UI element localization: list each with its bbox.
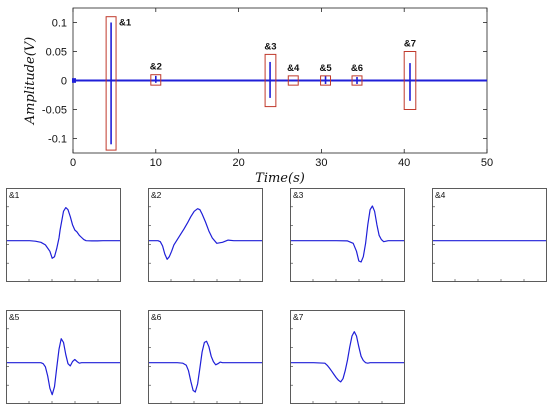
y-tick-label: 0.1 [52, 18, 67, 30]
waveform-line [149, 208, 262, 260]
panel-label: &6 [151, 312, 162, 322]
main-chart: 0 10 20 30 40 50 -0.1 -0.05 0 0.05 0.1 Time(s) Ampli… [23, 7, 493, 185]
event-box [351, 75, 363, 86]
panel-frame [6, 188, 121, 282]
panel-2: &2 [148, 188, 263, 292]
panel-1: &1 [6, 188, 121, 292]
event-label: &6 [351, 63, 363, 74]
panel-7: &7 [290, 310, 405, 414]
event-box [264, 53, 277, 108]
waveform-line [291, 205, 404, 263]
panel-4: &4 [432, 188, 547, 292]
event-box [150, 74, 162, 86]
panel-label: &4 [435, 190, 446, 200]
event-box [105, 16, 117, 151]
x-tick-label: 0 [70, 157, 76, 169]
x-tick-label: 20 [232, 157, 244, 169]
panel-label: &7 [293, 312, 304, 322]
event-label: &1 [119, 18, 132, 29]
panel-label: &2 [151, 190, 162, 200]
waveform-line [7, 338, 120, 396]
panel-frame [148, 310, 263, 404]
x-tick-label: 40 [398, 157, 410, 169]
event-label: &2 [150, 62, 162, 73]
panel-frame [148, 188, 263, 282]
x-tick-label: 50 [481, 157, 493, 169]
y-tick-label: 0 [61, 76, 67, 88]
y-tick-label: 0.05 [46, 47, 67, 59]
x-tick-label: 30 [315, 157, 327, 169]
event-label: &5 [319, 63, 332, 74]
y-axis-label: Amplitude(V) [23, 37, 38, 126]
waveform-line [7, 207, 120, 259]
signal-start-blip [72, 78, 76, 83]
waveform-line [291, 331, 404, 383]
x-tick-label: 10 [150, 157, 162, 169]
y-tick-label: -0.1 [48, 134, 67, 146]
y-tick-label: -0.05 [42, 105, 67, 117]
panel-5: &5 [6, 310, 121, 414]
panel-label: &5 [9, 312, 20, 322]
x-axis-label: Time(s) [255, 171, 305, 185]
panel-label: &1 [9, 190, 20, 200]
panel-label: &3 [293, 190, 304, 200]
panel-frame [6, 310, 121, 404]
event-label: &3 [264, 41, 276, 52]
event-label: &7 [404, 39, 416, 50]
panel-frame [290, 188, 405, 282]
panel-6: &6 [148, 310, 263, 414]
event-label: &4 [287, 63, 300, 74]
panel-3: &3 [290, 188, 405, 292]
waveform-line [149, 340, 262, 393]
event-box [320, 75, 332, 86]
panel-frame [432, 188, 547, 282]
event-box [403, 51, 417, 110]
event-box [287, 75, 299, 86]
